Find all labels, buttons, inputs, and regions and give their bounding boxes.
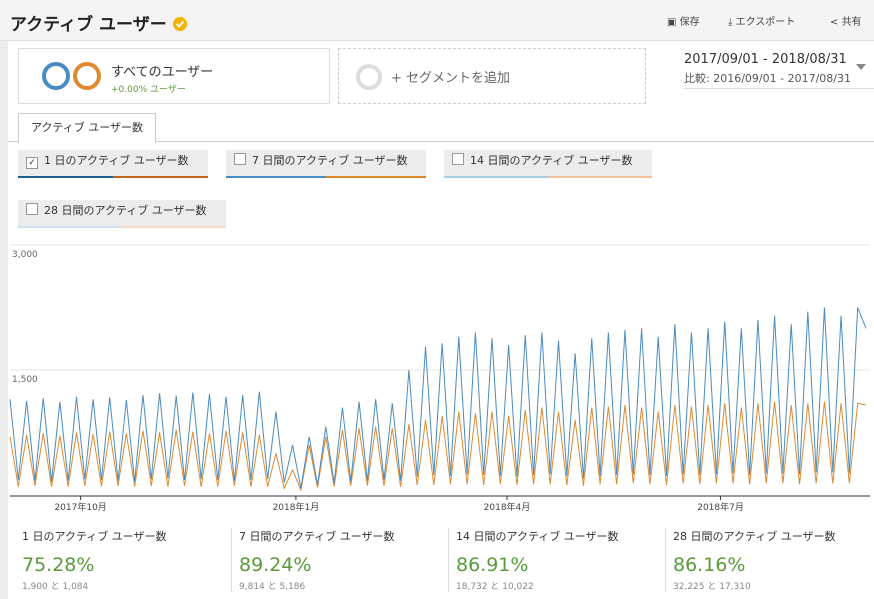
summary-divider [448, 528, 449, 592]
header: アクティブ ユーザー ▣ 保存 ⤓ エクスポート < 共有 [0, 0, 874, 41]
metric-underline [18, 226, 122, 228]
chart: 3,000 1,500 2017年10月 2018年1月 2018年4月 2018年7月 [9, 244, 870, 513]
y-tick-label: 3,000 [12, 250, 38, 260]
metric-toggle[interactable]: 28 日間のアクティブ ユーザー数 [18, 200, 226, 228]
summary-card: 14 日間のアクティブ ユーザー数 86.91% 18,732 と 10,022 [456, 528, 666, 598]
compare-label: 比較: [684, 72, 710, 85]
segment-card[interactable]: すべてのユーザー +0.00% ユーザー [18, 48, 330, 104]
tab-rule [8, 141, 874, 142]
metric-toggle[interactable]: ✓ 1 日のアクティブ ユーザー数 [18, 150, 208, 178]
summary-percent: 86.16% [673, 554, 746, 576]
segment-name: すべてのユーザー [111, 65, 214, 80]
summary-detail: 1,900 と 1,084 [22, 582, 89, 592]
metric-label: 14 日間のアクティブ ユーザー数 [470, 154, 633, 167]
metric-underline [226, 176, 326, 178]
summary-label: 1 日のアクティブ ユーザー数 [22, 530, 167, 543]
add-segment-label: + セグメントを追加 [391, 71, 511, 86]
checkbox[interactable]: ✓ [26, 157, 38, 169]
share-button[interactable]: < 共有 [830, 17, 862, 28]
checkbox[interactable] [26, 203, 38, 215]
summary-label: 7 日間のアクティブ ユーザー数 [239, 530, 395, 543]
metric-underline [113, 176, 208, 178]
summary-card: 7 日間のアクティブ ユーザー数 89.24% 9,814 と 5,186 [239, 528, 449, 598]
save-button[interactable]: ▣ 保存 [667, 17, 700, 28]
summary-card: 1 日のアクティブ ユーザー数 75.28% 1,900 と 1,084 [22, 528, 232, 598]
summary-label: 14 日間のアクティブ ユーザー数 [456, 530, 619, 543]
checkbox[interactable] [452, 153, 464, 165]
metric-underline [18, 176, 113, 178]
metric-label: 1 日のアクティブ ユーザー数 [44, 154, 189, 167]
x-tick-label: 2018年7月 [697, 501, 744, 513]
summary-detail: 9,814 と 5,186 [239, 582, 306, 592]
summary-detail: 32,225 と 17,310 [673, 582, 751, 592]
date-current: 2017/09/01 - 2018/08/31 [684, 52, 847, 67]
action-label: エクスポート [735, 17, 796, 28]
date-picker[interactable]: 2017/09/01 - 2018/08/31 比較: 2016/09/01 -… [684, 52, 874, 89]
title-text: アクティブ ユーザー [10, 15, 167, 35]
metric-toggle[interactable]: 7 日間のアクティブ ユーザー数 [226, 150, 426, 178]
action-label: 共有 [841, 17, 862, 28]
summary-detail: 18,732 と 10,022 [456, 582, 534, 592]
summary-percent: 75.28% [22, 554, 95, 576]
date-compare: 2016/09/01 - 2017/08/31 [713, 72, 851, 85]
dropdown-arrow [856, 64, 866, 70]
summary-card: 28 日間のアクティブ ユーザー数 86.16% 32,225 と 17,310 [673, 528, 874, 598]
metric-toggle[interactable]: 14 日間のアクティブ ユーザー数 [444, 150, 652, 178]
summary-divider [665, 528, 666, 592]
add-segment[interactable]: + セグメントを追加 [338, 48, 646, 104]
tab[interactable]: アクティブ ユーザー数 [18, 113, 156, 143]
page-title: アクティブ ユーザー [10, 10, 187, 35]
series-line [9, 307, 867, 489]
metric-label: 28 日間のアクティブ ユーザー数 [44, 204, 207, 217]
summary-divider [231, 528, 232, 592]
summary-label: 28 日間のアクティブ ユーザー数 [673, 530, 836, 543]
summary-percent: 86.91% [456, 554, 529, 576]
metric-label: 7 日間のアクティブ ユーザー数 [252, 154, 408, 167]
metric-underline [444, 176, 548, 178]
metric-underline [548, 176, 652, 178]
export-button[interactable]: ⤓ エクスポート [728, 17, 796, 28]
x-tick-label: 2018年4月 [484, 501, 531, 513]
summary-percent: 89.24% [239, 554, 312, 576]
verified-badge [172, 17, 187, 31]
segment-placeholder [356, 64, 382, 90]
x-tick-label: 2017年10月 [54, 501, 106, 513]
metric-underline [122, 226, 226, 228]
side-strip [0, 40, 8, 599]
y-tick-label: 1,500 [12, 375, 38, 385]
x-tick-label: 2018年1月 [273, 501, 320, 513]
metric-underline [326, 176, 426, 178]
segment-change: +0.00% ユーザー [111, 85, 186, 95]
action-label: 保存 [679, 17, 700, 28]
segment-icon [42, 62, 101, 90]
checkbox[interactable] [234, 153, 246, 165]
series-line [9, 401, 867, 492]
